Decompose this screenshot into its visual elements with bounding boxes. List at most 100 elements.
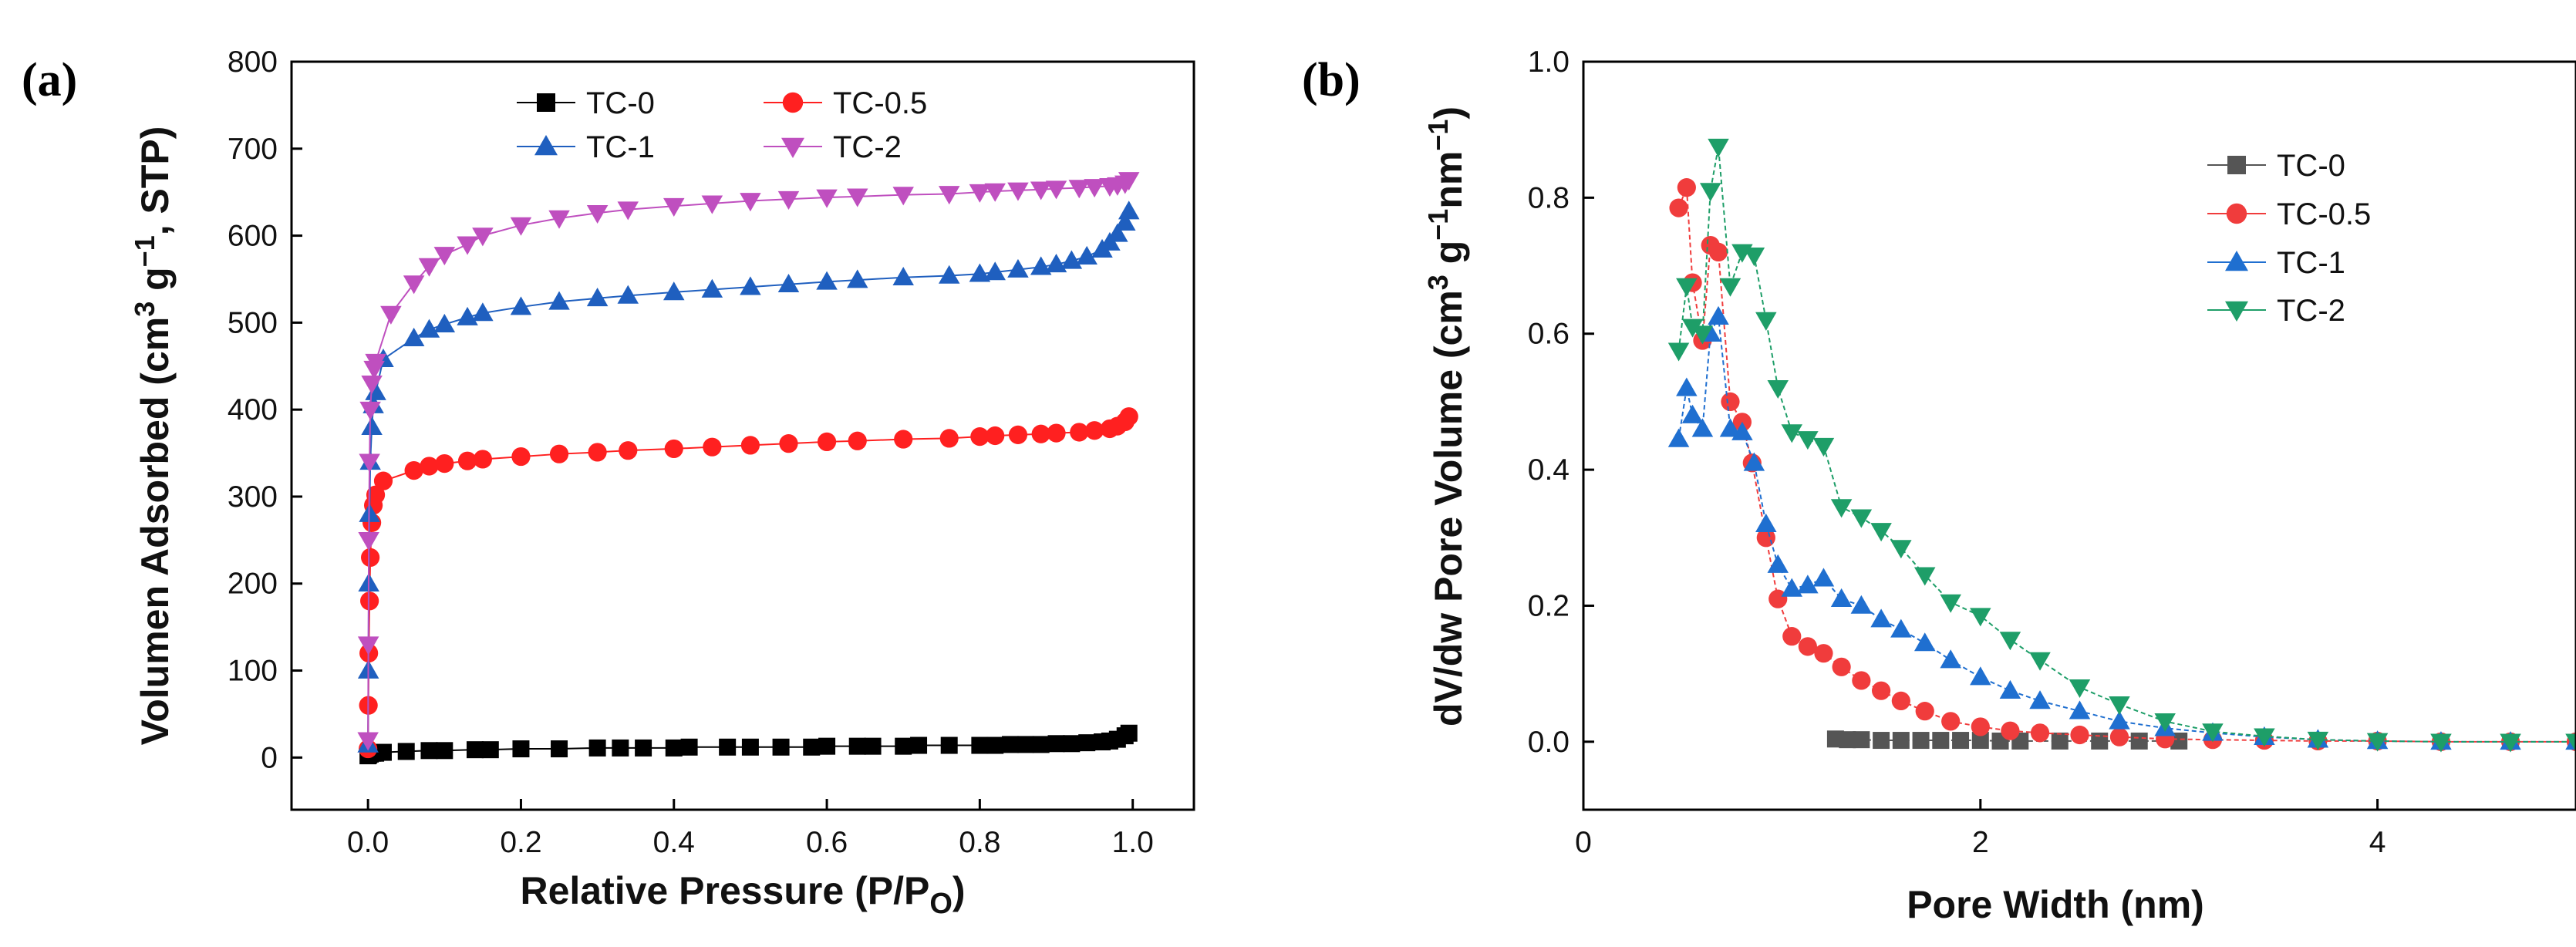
a-data-point — [984, 261, 1006, 281]
b-x-axis-label: Pore Width (nm) — [1907, 883, 2204, 926]
a-data-point — [418, 258, 440, 277]
a-data-point — [703, 437, 722, 457]
b-y-tick-label: 1.0 — [1528, 45, 1570, 79]
a-data-point — [864, 737, 882, 755]
b-plot-frame — [1582, 60, 2576, 811]
b-data-point — [1719, 418, 1741, 437]
b-series-line — [1677, 314, 2576, 743]
a-legend-marker — [537, 93, 555, 112]
a-data-point — [1084, 179, 1105, 198]
b-data-point — [1755, 312, 1777, 331]
a-data-point — [818, 737, 836, 755]
a-data-point — [970, 427, 990, 447]
a-data-point — [740, 193, 761, 212]
a-data-point — [588, 443, 607, 462]
b-series-line — [1677, 187, 2576, 743]
b-data-point — [1912, 732, 1930, 750]
a-data-point — [404, 461, 423, 480]
a-data-point — [986, 426, 1005, 446]
a-data-point — [846, 269, 868, 288]
a-y-tick-label: 800 — [228, 45, 278, 79]
a-y-tick-label: 600 — [228, 220, 278, 253]
b-data-point — [2109, 727, 2129, 746]
a-data-point — [1078, 734, 1096, 752]
a-series-tc-0-5 — [359, 407, 1138, 759]
b-series-tc-1 — [1667, 305, 2576, 750]
b-legend-item: TC-2 — [2207, 294, 2345, 328]
b-data-point — [1940, 649, 1961, 669]
a-data-point — [1045, 180, 1067, 200]
a-data-point — [511, 447, 531, 467]
a-legend-marker — [782, 92, 804, 113]
a-data-point — [1118, 172, 1140, 191]
a-y-tick-label: 0 — [261, 741, 278, 774]
a-data-point — [779, 434, 798, 453]
a-data-point — [433, 247, 456, 266]
a-data-point — [1017, 736, 1034, 753]
b-data-point — [1681, 318, 1704, 338]
b-data-point — [1708, 305, 1729, 325]
b-y-axis-label: dV/dw Pore Volume (cm3 g−1nm−1) — [1422, 106, 1470, 726]
b-data-point — [2069, 700, 2091, 720]
a-data-point — [817, 432, 837, 451]
b-data-point — [1814, 644, 1833, 663]
a-data-point — [938, 265, 960, 284]
a-data-point — [986, 736, 1004, 754]
b-legend-label: TC-0.5 — [2277, 197, 2371, 231]
a-legend-marker — [534, 135, 558, 156]
a-series — [357, 172, 1140, 765]
a-data-point — [617, 285, 639, 304]
b-series — [1667, 138, 2576, 753]
b-data-point — [1797, 431, 1819, 450]
b-data-point — [1853, 731, 1870, 749]
b-data-point — [1913, 567, 1936, 586]
b-data-point — [1667, 428, 1690, 447]
b-data-point — [1872, 681, 1891, 700]
b-data-point — [1970, 666, 1991, 686]
b-data-point — [1708, 242, 1728, 262]
b-data-point — [1743, 248, 1765, 267]
a-data-point — [1120, 724, 1138, 742]
b-x-tick-label: 4 — [2369, 826, 2386, 859]
a-data-point — [741, 738, 759, 756]
a-data-point — [777, 273, 800, 293]
a-data-point — [1063, 735, 1081, 753]
a-data-point — [374, 743, 392, 761]
b-data-point — [1970, 608, 1991, 627]
a-data-point — [472, 227, 494, 247]
b-data-point — [1681, 404, 1704, 423]
a-data-point — [481, 741, 499, 759]
b-legend-label: TC-2 — [2277, 294, 2345, 328]
a-data-point — [473, 450, 492, 469]
a-x-tick-label: 0.0 — [347, 826, 389, 859]
b-data-point — [1699, 183, 1721, 202]
b-data-point — [2109, 696, 2130, 716]
b-y-tick-label: 0.2 — [1528, 589, 1570, 622]
b-data-point — [1719, 278, 1741, 297]
a-data-point — [895, 737, 912, 755]
a-data-point — [548, 210, 570, 229]
b-data-point — [1932, 732, 1950, 750]
a-data-point — [418, 318, 440, 338]
a-data-point — [366, 485, 386, 504]
a-data-point — [359, 401, 381, 420]
a-series-tc-1 — [357, 201, 1140, 753]
a-data-point — [664, 439, 683, 459]
a-data-point — [816, 189, 838, 208]
a-data-point — [361, 548, 380, 568]
a-data-point — [1047, 735, 1065, 753]
a-data-point — [1002, 736, 1020, 753]
a-data-point — [680, 738, 698, 756]
a-legend-item: TC-0 — [517, 86, 655, 120]
a-data-point — [365, 381, 386, 400]
a-data-point — [939, 429, 959, 448]
b-data-point — [2001, 721, 2020, 740]
a-legend-item: TC-1 — [517, 130, 655, 164]
a-data-point — [358, 532, 379, 551]
b-data-point — [2202, 723, 2224, 743]
b-data-point — [1852, 671, 1871, 690]
a-y-axis-label: Volumen Adsorbed (cm3 g−1, STP) — [129, 126, 177, 746]
a-ticks: 0.0 0.2 0.4 0.6 0.8 1.0 0 100 200 300 400 500 600 700… — [228, 45, 1154, 859]
b-data-point — [2307, 731, 2329, 750]
